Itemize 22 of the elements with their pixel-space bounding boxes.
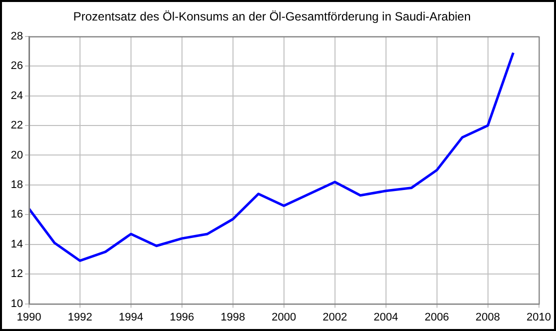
x-tick-label: 2000 (272, 311, 296, 324)
y-tick-label: 28 (10, 30, 23, 42)
x-tick-label: 1998 (220, 311, 246, 324)
y-tick-label: 26 (10, 60, 23, 72)
x-tick-label: 2004 (374, 311, 398, 324)
x-tick-label: 1992 (68, 311, 92, 324)
x-tick-label: 2006 (424, 311, 450, 324)
y-tick-label: 18 (10, 178, 23, 191)
y-tick-label: 14 (10, 238, 23, 250)
x-tick-label: 1996 (170, 311, 194, 324)
chart-title: Prozentsatz des Öl-Konsums an der Öl-Gesamtförderung in Saudi-Arabien (73, 10, 471, 24)
y-tick-label: 16 (10, 208, 23, 221)
y-tick-label: 24 (10, 90, 23, 102)
x-tick-label: 1994 (118, 311, 144, 324)
y-tick-label: 22 (10, 120, 23, 132)
y-tick-label: 12 (10, 268, 23, 280)
x-tick-label: 2002 (322, 311, 348, 324)
y-tick-label: 10 (10, 298, 23, 310)
x-tick-label: 2010 (526, 311, 552, 324)
x-tick-label: 2008 (476, 311, 500, 324)
y-tick-label: 20 (10, 149, 23, 162)
x-tick-label: 1990 (16, 311, 42, 324)
